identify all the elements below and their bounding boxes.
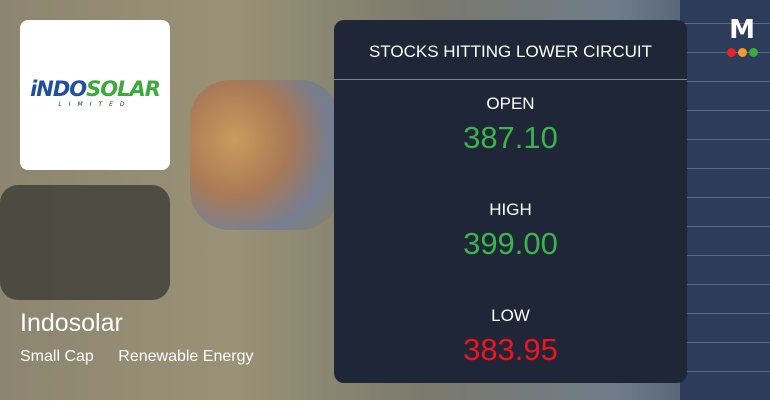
logo-subtext: LIMITED [58, 100, 132, 108]
tag-sector: Renewable Energy [118, 348, 254, 365]
high-value: 399.00 [463, 226, 558, 261]
logo-text-blue: iNDO [30, 76, 87, 101]
candy-jar-image [190, 80, 340, 230]
red-dot-icon [726, 48, 736, 57]
brand-letter: M [729, 15, 755, 45]
open-value: 387.10 [463, 120, 558, 155]
low-value: 383.95 [463, 332, 558, 367]
tag-market-cap: Small Cap [20, 348, 94, 365]
phone-image [0, 185, 170, 300]
company-tags: Small Cap Renewable Energy [20, 348, 273, 366]
orange-dot-icon [737, 48, 747, 57]
low-label: LOW [491, 306, 530, 325]
open-label: OPEN [486, 94, 535, 113]
green-dot-icon [748, 48, 758, 57]
price-card: STOCKS HITTING LOWER CIRCUIT OPEN 387.10… [334, 20, 687, 383]
brand-logo: M [722, 15, 762, 57]
company-name: Indosolar [20, 309, 123, 337]
chart-screen-image [680, 0, 770, 400]
card-title: STOCKS HITTING LOWER CIRCUIT [334, 20, 687, 80]
high-label: HIGH [489, 200, 532, 219]
logo-text-green: SOLAR [86, 76, 161, 101]
company-logo: iNDOSOLAR LIMITED [20, 20, 170, 170]
